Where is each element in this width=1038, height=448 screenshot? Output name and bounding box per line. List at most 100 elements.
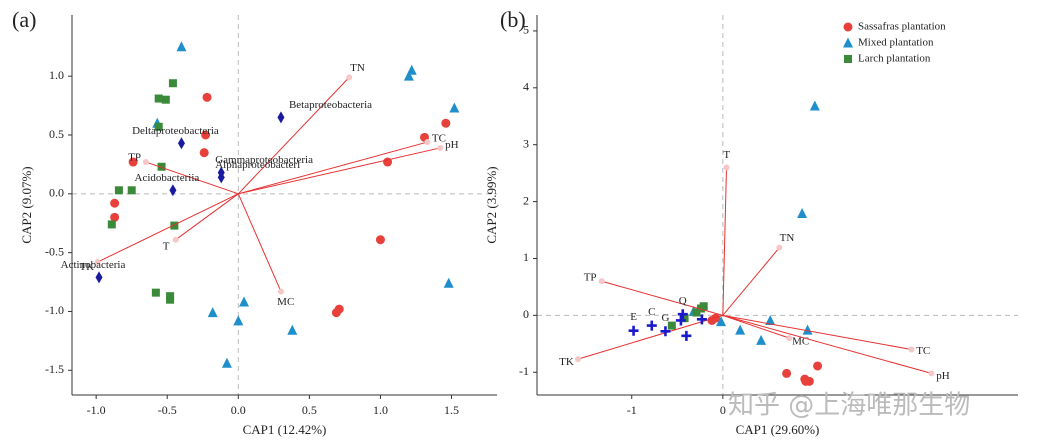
vector	[601, 280, 723, 316]
vector-label: TC	[916, 345, 930, 357]
vector-end	[346, 74, 353, 81]
vector-end	[277, 288, 284, 295]
point	[127, 186, 136, 195]
vector	[722, 167, 727, 316]
species-label: Alphaproteobacteri	[215, 159, 300, 171]
point	[95, 271, 103, 284]
point	[441, 118, 451, 128]
y-tick-label: 5	[523, 23, 529, 37]
point	[128, 157, 138, 167]
point	[207, 307, 218, 318]
vector	[722, 314, 912, 350]
x-tick-label: -0.5	[158, 403, 177, 417]
y-axis-label: CAP2 (9.07%)	[19, 166, 34, 243]
point	[677, 309, 688, 320]
vector-end	[598, 278, 605, 285]
panel-label: (a)	[12, 7, 36, 32]
point	[157, 162, 166, 171]
point	[449, 102, 460, 113]
vector-end	[424, 139, 431, 146]
site-label: E	[630, 311, 637, 323]
point	[716, 316, 727, 327]
vector-end	[142, 159, 149, 166]
point	[110, 198, 120, 208]
y-tick-label: -1	[519, 364, 529, 378]
vector-label: TP	[584, 272, 597, 284]
vector	[722, 247, 780, 316]
point	[331, 308, 341, 318]
point	[628, 325, 639, 336]
point	[287, 324, 298, 335]
vector-label: pH	[936, 370, 950, 382]
species-label: Deltaproteobacteria	[132, 125, 219, 137]
x-tick-label: -1.0	[87, 403, 106, 417]
x-tick-label: 0	[720, 403, 726, 417]
point	[696, 304, 705, 313]
point	[680, 314, 689, 323]
point	[809, 100, 820, 111]
x-tick-label: 1.5	[444, 403, 459, 417]
point	[765, 314, 776, 325]
point	[217, 171, 225, 184]
x-axis-label: CAP1 (29.60%)	[736, 422, 820, 437]
point	[161, 95, 170, 104]
point	[443, 277, 454, 288]
point	[843, 37, 853, 48]
vector-label: TP	[128, 152, 141, 164]
vector-label: MC	[277, 296, 294, 308]
point	[170, 221, 179, 230]
vector	[238, 147, 441, 195]
species-label: Actinobacteria	[61, 259, 126, 271]
point	[844, 55, 852, 63]
vector	[722, 314, 790, 339]
x-tick-label: 1.0	[373, 403, 388, 417]
y-tick-label: -0.5	[45, 244, 64, 258]
vector-end	[94, 259, 101, 266]
point	[169, 184, 177, 197]
y-tick-label: -1.0	[45, 303, 64, 317]
vector-label: TN	[780, 232, 795, 244]
x-tick-label: -1	[627, 403, 637, 417]
watermark: 知乎 @上海唯那生物	[728, 391, 970, 421]
y-tick-label: 3	[523, 136, 529, 150]
site-label: G	[661, 312, 669, 324]
point	[681, 330, 692, 341]
point	[843, 22, 853, 32]
species-label: Gammaproteobacteria	[215, 154, 313, 166]
vector-end	[786, 335, 793, 342]
point	[813, 361, 823, 371]
point	[233, 315, 244, 326]
vector-label: TK	[79, 261, 94, 273]
y-tick-label: 0.5	[49, 127, 64, 141]
vector-end	[437, 144, 444, 151]
vector-end	[928, 370, 935, 377]
point	[667, 321, 676, 330]
x-axis-label: CAP1 (12.42%)	[243, 422, 327, 437]
point	[202, 92, 212, 102]
vector-end	[574, 356, 581, 363]
point	[166, 295, 175, 304]
vector	[97, 193, 239, 263]
vector-label: TK	[559, 356, 574, 368]
point	[797, 208, 808, 219]
vector	[238, 141, 428, 195]
panel-label: (b)	[500, 7, 526, 32]
point	[711, 313, 721, 323]
point	[110, 212, 120, 222]
y-axis-label: CAP2 (3.99%)	[484, 166, 499, 243]
vector-end	[776, 244, 783, 251]
point	[201, 130, 211, 140]
point	[151, 288, 160, 297]
point	[238, 296, 249, 307]
point	[692, 308, 701, 317]
species-label: Acidobacteriia	[135, 172, 200, 184]
vector-label: TN	[350, 62, 365, 74]
legend-label: Larch plantation	[858, 53, 931, 65]
vector-label: T	[723, 149, 730, 161]
y-tick-label: 2	[523, 193, 529, 207]
vector	[577, 314, 723, 360]
point	[375, 235, 385, 245]
y-tick-label: 1	[523, 250, 529, 264]
point	[756, 334, 767, 345]
point	[801, 376, 811, 386]
